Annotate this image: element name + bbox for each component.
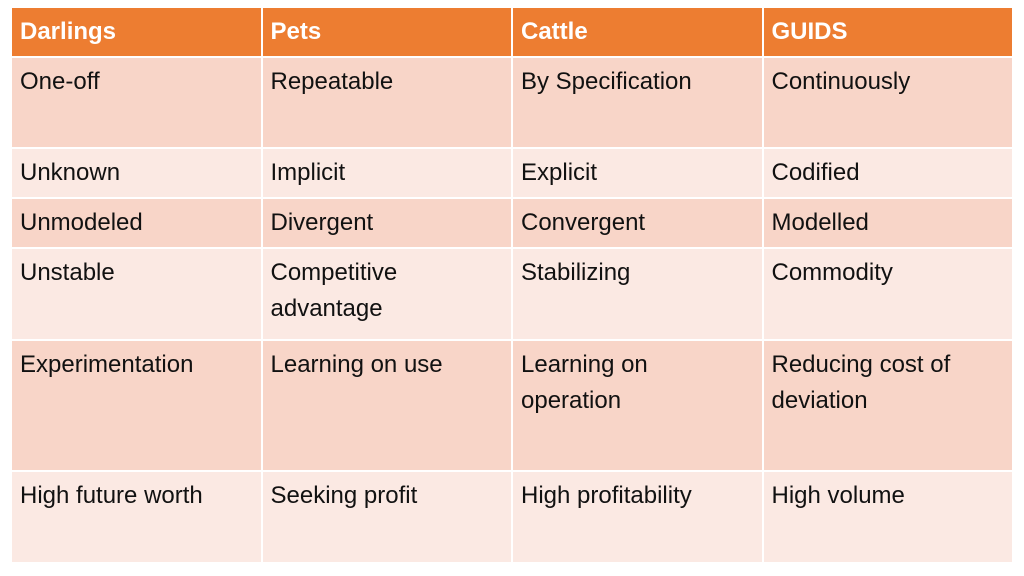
- table-cell: Convergent: [511, 197, 764, 249]
- table-cell: Experimentation: [10, 339, 263, 472]
- header-cell: Pets: [260, 6, 513, 58]
- table-cell: High future worth: [10, 470, 263, 564]
- table-cell: Seeking profit: [260, 470, 513, 564]
- table-cell: One-off: [10, 56, 263, 149]
- table-cell: Competitive advantage: [260, 247, 513, 341]
- table-row: Unmodeled Divergent Convergent Modelled: [10, 197, 1014, 249]
- header-cell: Darlings: [10, 6, 263, 58]
- table-body: One-off Repeatable By Specification Continu…: [10, 56, 1014, 564]
- table-row: One-off Repeatable By Specification Continu…: [10, 56, 1014, 149]
- table-cell: Modelled: [761, 197, 1014, 249]
- table-cell: Unknown: [10, 147, 263, 199]
- table-cell: Repeatable: [260, 56, 513, 149]
- table-cell: High volume: [761, 470, 1014, 564]
- table-cell: Commodity: [761, 247, 1014, 341]
- header-cell: Cattle: [511, 6, 764, 58]
- table-cell: High profitability: [511, 470, 764, 564]
- table-cell: Implicit: [260, 147, 513, 199]
- table-cell: Learning on operation: [511, 339, 764, 472]
- table-cell: Explicit: [511, 147, 764, 199]
- header-cell: GUIDS: [761, 6, 1014, 58]
- table-cell: Unstable: [10, 247, 263, 341]
- table-cell: Codified: [761, 147, 1014, 199]
- table-cell: Stabilizing: [511, 247, 764, 341]
- table-cell: Reducing cost of deviation: [761, 339, 1014, 472]
- table-cell: Learning on use: [260, 339, 513, 472]
- table-cell: Divergent: [260, 197, 513, 249]
- table-cell: Continuously: [761, 56, 1014, 149]
- table-cell: Unmodeled: [10, 197, 263, 249]
- table-row: Unknown Implicit Explicit Codified: [10, 147, 1014, 199]
- header-row: Darlings Pets Cattle GUIDS: [10, 6, 1014, 58]
- table-row: Experimentation Learning on use Learning o…: [10, 339, 1014, 472]
- table-row: High future worth Seeking profit High prof…: [10, 470, 1014, 564]
- table-cell: By Specification: [511, 56, 764, 149]
- comparison-table: Darlings Pets Cattle GUIDS One-off Repeatabl…: [10, 6, 1014, 564]
- table-row: Unstable Competitive advantage Stabilizing…: [10, 247, 1014, 341]
